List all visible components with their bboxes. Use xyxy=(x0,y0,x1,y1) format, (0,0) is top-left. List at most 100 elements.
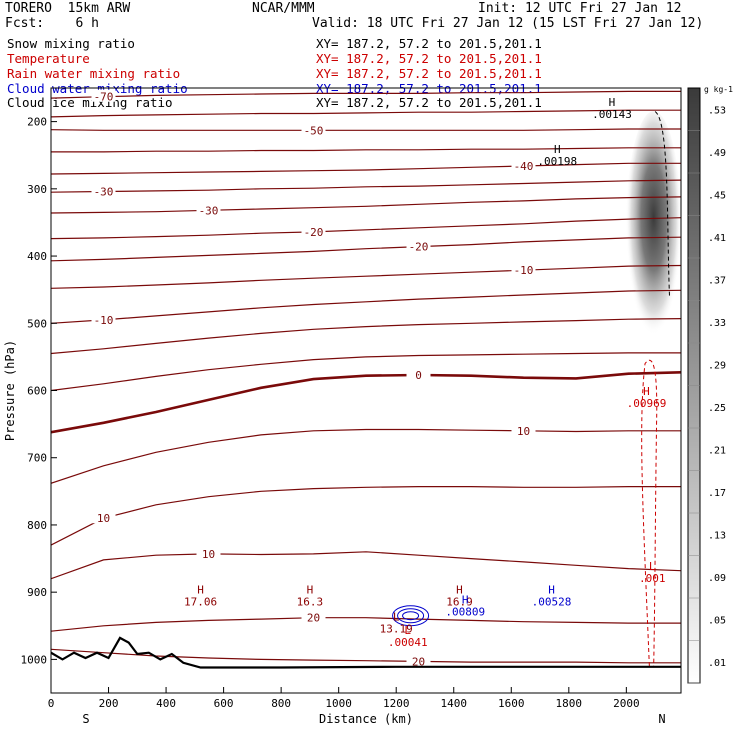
model-title: TORERO 15km ARW xyxy=(5,1,131,16)
extremum-type-1: H xyxy=(554,143,561,156)
extremum-value-6: .00041 xyxy=(388,636,428,649)
contour-label-15: 10 xyxy=(97,512,110,525)
colorbar-tick-11: .45 xyxy=(708,190,726,201)
extremum-value-0: .00143 xyxy=(592,108,632,121)
temperature-contour-15 xyxy=(51,486,681,546)
contour-label-13: 0 xyxy=(415,369,422,382)
terrain-line xyxy=(51,636,681,669)
temperature-contour-1 xyxy=(51,109,681,118)
temperature-contour-10 xyxy=(51,289,681,324)
contour-label-6: -30 xyxy=(199,204,219,217)
legend-xy-rain: XY= 187.2, 57.2 to 201.5,201.1 xyxy=(316,66,542,81)
y-tick-label-6: 800 xyxy=(27,519,47,532)
extremum-value-5: 13.19 xyxy=(380,622,413,635)
extremum-type-9: H xyxy=(548,584,555,597)
contour-label-14: 10 xyxy=(517,425,530,438)
rain-water-contour xyxy=(641,359,658,667)
snow-shading xyxy=(625,111,681,348)
plot-frame xyxy=(50,87,682,694)
cloud-water-contour-1 xyxy=(397,608,425,624)
colorbar-tick-9: .37 xyxy=(708,275,726,286)
extremum-type-6: L xyxy=(404,624,411,637)
colorbar-tick-12: .49 xyxy=(708,148,726,159)
colorbar-tick-10: .41 xyxy=(708,233,726,244)
contour-label-bg-17 xyxy=(301,610,326,623)
extremum-type-2: H xyxy=(643,385,650,398)
extremum-value-1: .00198 xyxy=(537,155,577,168)
contour-label-bg-14 xyxy=(511,423,536,436)
colorbar-tick-5: .21 xyxy=(708,445,726,456)
extremum-type-5: L xyxy=(393,610,400,623)
extremum-value-3: 17.06 xyxy=(184,596,217,609)
y-tick-label-1: 300 xyxy=(27,183,47,196)
contour-label-2: -50 xyxy=(304,124,324,137)
colorbar-tick-7: .29 xyxy=(708,360,726,371)
valid-time: Valid: 18 UTC Fri 27 Jan 12 (15 LST Fri … xyxy=(312,16,704,31)
legend-xy-cloud-ice: XY= 187.2, 57.2 to 201.5,201.1 xyxy=(316,95,542,110)
extremum-value-2: .00969 xyxy=(627,397,667,410)
colorbar-tick-0: .01 xyxy=(708,658,726,669)
forecast-hour: Fcst: 6 h xyxy=(5,16,99,31)
temperature-contour-8 xyxy=(51,236,681,262)
temperature-contour-14 xyxy=(51,428,681,484)
legend-name-temperature: Temperature xyxy=(7,51,90,66)
extremum-value-9: .00528 xyxy=(532,596,572,609)
temperature-contour-9 xyxy=(51,264,681,289)
init-time: Init: 12 UTC Fri 27 Jan 12 xyxy=(478,1,682,16)
contour-label-bg-6 xyxy=(196,203,221,216)
contour-label-bg-0 xyxy=(91,89,116,102)
x-tick-label-0: 0 xyxy=(48,697,55,710)
colorbar-tick-4: .17 xyxy=(708,488,726,499)
contour-label-bg-8 xyxy=(406,239,431,252)
temperature-contour-18 xyxy=(51,648,681,664)
temperature-contour-7 xyxy=(51,217,681,240)
y-axis-label: Pressure (hPa) xyxy=(3,340,17,441)
contour-label-bg-15 xyxy=(91,511,116,524)
contour-label-bg-2 xyxy=(301,123,326,136)
extremum-type-3: H xyxy=(197,584,204,597)
x-tick-label-7: 1400 xyxy=(440,697,467,710)
x-axis-label: Distance (km) xyxy=(319,712,413,726)
y-tick-label-0: 200 xyxy=(27,116,47,129)
extremum-type-0: H xyxy=(609,96,616,109)
cloud-water-contour-2 xyxy=(402,611,420,621)
extremum-value-10: .001 xyxy=(639,572,666,585)
temperature-contour-13 xyxy=(51,371,681,434)
y-tick-label-4: 600 xyxy=(27,385,47,398)
contour-label-10: -10 xyxy=(94,314,114,327)
y-tick-label-5: 700 xyxy=(27,452,47,465)
contour-label-16: 10 xyxy=(202,548,215,561)
temperature-contour-17 xyxy=(51,617,681,632)
extremum-type-8: H xyxy=(462,594,469,607)
temperature-contour-0 xyxy=(51,90,681,99)
contour-label-bg-5 xyxy=(91,184,116,197)
contour-label-bg-9 xyxy=(511,263,536,276)
x-tick-label-10: 2000 xyxy=(613,697,640,710)
contour-label-0: -70 xyxy=(94,91,114,104)
x-tick-label-2: 400 xyxy=(156,697,176,710)
x-tick-label-1: 200 xyxy=(99,697,119,710)
extremum-type-10: L xyxy=(649,560,656,573)
legend-name-snow: Snow mixing ratio xyxy=(7,36,135,51)
temperature-contour-5 xyxy=(51,179,681,193)
temperature-contour-12 xyxy=(51,352,681,392)
contour-label-bg-16 xyxy=(196,546,221,559)
temperature-contour-2 xyxy=(51,128,681,131)
contour-label-bg-4 xyxy=(511,158,536,171)
contour-label-7: -20 xyxy=(304,226,324,239)
contour-label-8: -20 xyxy=(409,241,429,254)
colorbar-tick-1: .05 xyxy=(708,615,726,626)
contour-label-bg-7 xyxy=(301,224,326,237)
colorbar-unit: g kg-1 xyxy=(704,85,733,94)
temperature-contour-3 xyxy=(51,147,681,153)
center-title: NCAR/MMM xyxy=(252,1,315,16)
x-tick-label-8: 1600 xyxy=(498,697,525,710)
cloud-ice-contour xyxy=(654,111,670,297)
contour-label-18: 20 xyxy=(412,655,425,668)
colorbar-tick-6: .25 xyxy=(708,403,726,414)
temperature-contour-16 xyxy=(51,551,681,580)
legend-xy-snow: XY= 187.2, 57.2 to 201.5,201.1 xyxy=(316,36,542,51)
legend-name-cloud-ice: Cloud ice mixing ratio xyxy=(7,95,173,110)
temperature-contour-11 xyxy=(51,318,681,355)
